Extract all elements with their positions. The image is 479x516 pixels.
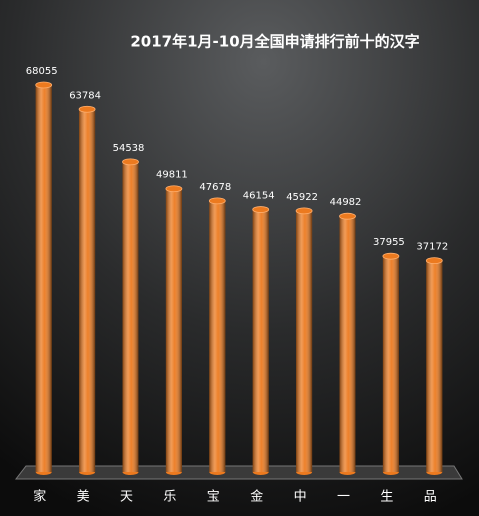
bar-cap — [252, 206, 270, 213]
bar-cap — [78, 105, 96, 113]
bar-shade — [426, 260, 443, 472]
bar-cap — [295, 207, 313, 215]
x-tick-label: 金 — [250, 489, 263, 505]
value-label: 49811 — [156, 170, 188, 181]
x-tick-label: 天 — [120, 490, 133, 505]
bar-shade — [209, 200, 226, 473]
value-label: 45922 — [286, 192, 318, 203]
value-label: 68055 — [26, 66, 58, 77]
x-tick-label: 美 — [77, 490, 90, 505]
bar-shade — [339, 216, 356, 472]
x-tick-label: 一 — [337, 490, 350, 505]
bar-cap — [165, 185, 183, 193]
value-label: 47678 — [199, 182, 231, 193]
bar-cap — [208, 197, 226, 205]
x-tick-label: 宝 — [207, 490, 220, 505]
x-tick-label: 家 — [33, 489, 46, 505]
bar-cap — [339, 212, 356, 220]
bar-cap — [122, 158, 139, 166]
value-label: 37172 — [416, 242, 448, 253]
value-label: 44982 — [330, 197, 362, 208]
bar-cap — [425, 257, 443, 265]
x-tick-label: 品 — [424, 490, 437, 505]
x-tick-label: 中 — [294, 490, 307, 505]
bar-shade — [122, 161, 139, 472]
bar-shade — [165, 188, 182, 472]
bar-shade — [79, 109, 96, 473]
x-tick-label: 生 — [380, 490, 393, 505]
value-label: 37955 — [373, 237, 405, 248]
value-label: 54538 — [113, 143, 145, 154]
bar-shade — [252, 209, 269, 472]
bar-shade — [382, 256, 399, 472]
value-label: 63784 — [69, 90, 101, 101]
bar-shade — [35, 85, 52, 472]
value-label: 46154 — [243, 191, 275, 202]
x-tick-label: 乐 — [163, 490, 176, 505]
bar-cap — [35, 81, 53, 89]
chart-title: 2017年1月-10月全国申请排行前十的汉字 — [130, 33, 419, 51]
bar-cap — [382, 252, 400, 260]
bar-shade — [296, 210, 313, 472]
